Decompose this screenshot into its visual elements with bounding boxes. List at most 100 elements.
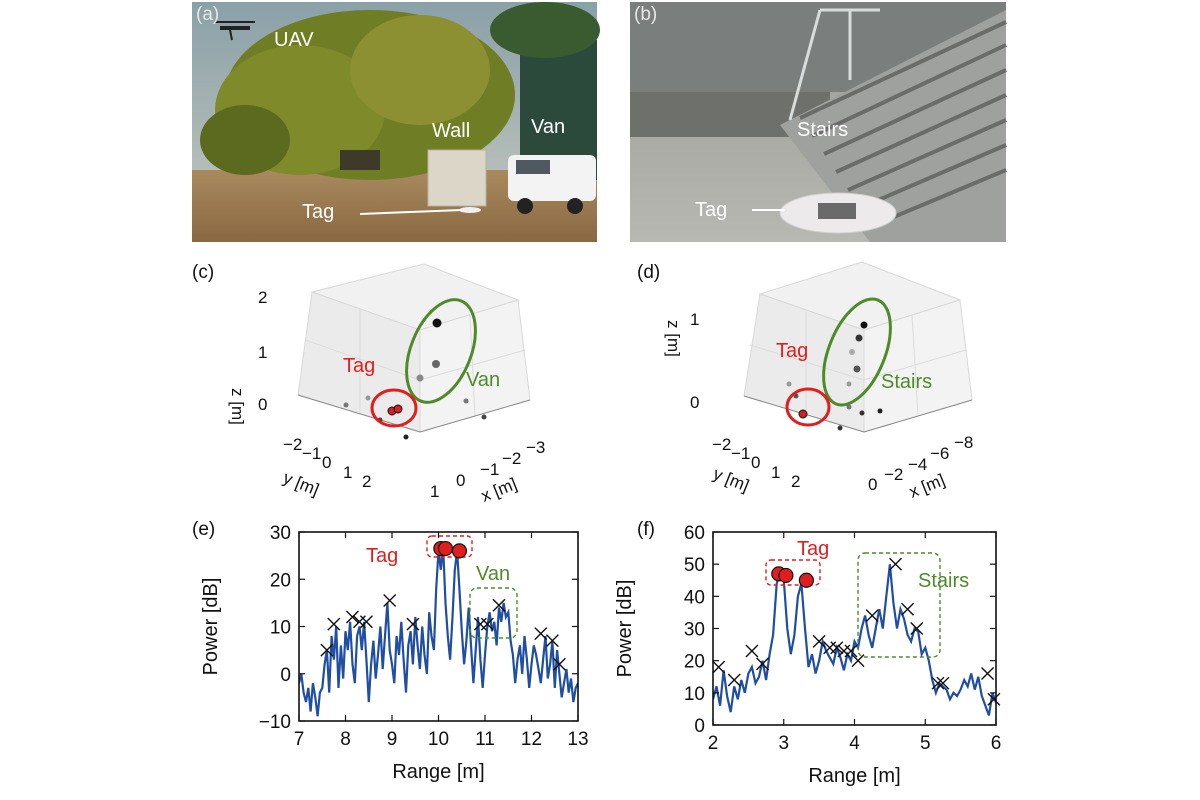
y-tick-label: 0	[280, 665, 291, 686]
c-scatter-points	[343, 318, 487, 440]
c-point	[416, 374, 424, 382]
peak-x-marker	[352, 615, 366, 629]
peak-x-marker	[383, 594, 397, 608]
y-axis-label: Power [dB]	[614, 580, 636, 678]
c-point	[343, 402, 349, 408]
d-zlabel: z [m]	[664, 320, 683, 357]
peak-x-marker	[345, 610, 359, 624]
c-ylabel: y [m]	[281, 468, 322, 499]
peak-x-marker	[745, 644, 759, 658]
d-scatter-points	[786, 321, 883, 431]
d-x-tick-m2: −2	[884, 465, 903, 484]
d-point	[860, 321, 868, 329]
c-x-tick-1: 1	[430, 482, 439, 501]
c-point	[432, 360, 440, 368]
peak-x-marker	[327, 617, 341, 631]
x-tick-label: 7	[294, 729, 305, 750]
peak-x-marker	[901, 602, 915, 616]
d-tag-ellipse	[785, 387, 831, 427]
panel-letter: (f)	[637, 519, 655, 540]
d-x-ticks: 0 −2 −4 −6 −8	[868, 433, 973, 494]
d-target-annotation: Stairs	[881, 371, 932, 393]
x-tick-label: 11	[475, 729, 495, 750]
d-y-tick-2: 2	[791, 472, 800, 491]
x-tick-label: 2	[708, 733, 719, 754]
y-tick-label: 50	[684, 555, 705, 576]
c-tag-ellipse	[370, 388, 418, 428]
peak-x-marker	[931, 676, 945, 690]
peak-x-marker	[473, 617, 487, 631]
d-x-tick-m4: −4	[908, 455, 927, 474]
peak-x-marker	[830, 641, 844, 655]
peak-x-marker	[712, 660, 726, 674]
tag-annotation: Tag	[366, 545, 398, 567]
d-point	[859, 410, 865, 416]
d-point	[849, 349, 855, 355]
peak-x-marker	[844, 644, 858, 658]
d-tag-annotation: Tag	[776, 340, 808, 362]
peak-x-marker	[910, 622, 924, 635]
uav-label: UAV	[274, 29, 314, 51]
d-x-tick-m8: −8	[954, 433, 973, 452]
c-point	[403, 434, 409, 440]
c-x-tick-m1: −1	[480, 460, 499, 479]
c-x-tick-m2: −2	[502, 449, 521, 468]
y-tick-label: 60	[684, 523, 705, 544]
photo-b-letter: (b)	[634, 4, 657, 25]
tag-box	[426, 535, 473, 558]
wall-label: Wall	[432, 120, 470, 142]
y-tick-label: 10	[270, 618, 291, 639]
photo-a: (a) UAV Wall Van Tag	[192, 2, 600, 242]
target-box	[857, 552, 941, 658]
series-line	[299, 546, 578, 717]
c-y-tick-1: 1	[343, 463, 352, 482]
d-tag-point	[798, 409, 808, 419]
d-point	[786, 381, 792, 387]
c-zlabel: z [m]	[228, 388, 247, 425]
target-annotation: Van	[476, 563, 510, 585]
peak-x-marker	[492, 598, 506, 612]
scatter3d-c: (c) 2 1 0 z [m] −2 −1 0 1 2 y [m] 1 0 −1…	[192, 262, 545, 506]
peak-x-marker	[727, 673, 741, 687]
peak-x-marker	[936, 676, 950, 690]
d-target-ellipse	[822, 297, 892, 407]
x-tick-label: 8	[340, 729, 351, 750]
series-line	[713, 564, 996, 716]
peak-x-marker	[320, 643, 334, 657]
y-tick-label: −10	[259, 712, 291, 733]
c-x-ticks: 1 0 −1 −2 −3	[430, 438, 545, 501]
target-box	[469, 587, 518, 639]
c-xlabel: x [m]	[478, 474, 519, 505]
d-xlabel: x [m]	[906, 470, 947, 501]
axes-frame	[712, 531, 997, 726]
uav-icon	[215, 21, 255, 41]
peak-x-marker	[552, 657, 566, 671]
c-point	[481, 414, 487, 420]
peak-x-marker	[865, 609, 879, 623]
tag-peak-marker	[798, 572, 814, 588]
x-axis-label: Range [m]	[392, 761, 484, 783]
peak-x-marker	[359, 615, 373, 629]
y-tick-label: 20	[270, 570, 291, 591]
c-z-tick-2: 2	[258, 288, 267, 307]
d-point	[853, 365, 861, 373]
x-tick-label: 6	[991, 733, 1002, 754]
peak-x-marker	[534, 627, 548, 641]
d-point	[846, 404, 852, 410]
x-tick-label: 5	[920, 733, 931, 754]
d-ylabel: y [m]	[711, 464, 752, 495]
tag-label-b: Tag	[695, 199, 727, 221]
c-tag-annotation: Tag	[343, 355, 375, 377]
x-tick-label: 9	[387, 729, 398, 750]
d-y-tick-1: 1	[771, 463, 780, 482]
x-tick-label: 3	[778, 733, 789, 754]
d-z-tick-1: 1	[690, 310, 699, 329]
c-x-tick-0: 0	[456, 471, 465, 490]
c-y-tick-m1: −1	[302, 444, 321, 463]
c-tag-point	[393, 404, 403, 414]
peak-x-marker	[545, 634, 559, 648]
c-point	[463, 398, 469, 404]
tag-box	[765, 559, 821, 586]
peak-x-marker	[889, 557, 903, 571]
